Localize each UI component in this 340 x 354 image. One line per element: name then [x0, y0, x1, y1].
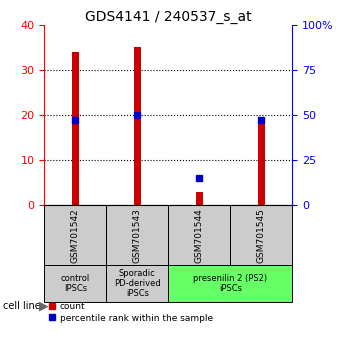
Text: Sporadic
PD-derived
iPSCs: Sporadic PD-derived iPSCs	[114, 269, 160, 298]
Text: ▶: ▶	[39, 300, 49, 313]
Text: control
IPSCs: control IPSCs	[61, 274, 90, 293]
Text: GSM701545: GSM701545	[257, 208, 266, 263]
Bar	[106, 265, 168, 302]
Text: GSM701543: GSM701543	[133, 208, 142, 263]
Bar	[106, 205, 168, 265]
Bar	[44, 265, 106, 302]
Bar	[168, 265, 292, 302]
Legend: count, percentile rank within the sample: count, percentile rank within the sample	[49, 302, 213, 322]
Bar	[134, 47, 141, 205]
Point	[259, 118, 264, 123]
Bar	[44, 205, 106, 265]
Point	[197, 175, 202, 181]
Text: GSM701542: GSM701542	[71, 208, 80, 263]
Title: GDS4141 / 240537_s_at: GDS4141 / 240537_s_at	[85, 10, 252, 24]
Text: cell line: cell line	[3, 301, 41, 311]
Text: GSM701544: GSM701544	[195, 208, 204, 263]
Point	[135, 112, 140, 118]
Bar	[258, 120, 265, 205]
Text: presenilin 2 (PS2)
iPSCs: presenilin 2 (PS2) iPSCs	[193, 274, 268, 293]
Point	[72, 118, 78, 123]
Bar	[195, 192, 203, 205]
Bar	[168, 205, 230, 265]
Bar	[231, 205, 292, 265]
Bar	[71, 52, 79, 205]
